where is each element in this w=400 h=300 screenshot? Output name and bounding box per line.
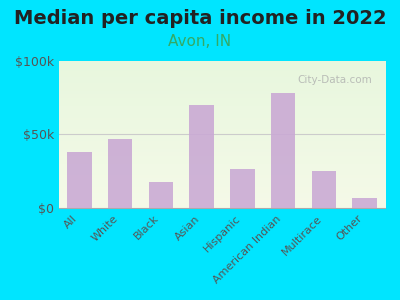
Bar — [230, 169, 254, 208]
Bar — [67, 152, 92, 208]
Text: Avon, IN: Avon, IN — [168, 34, 232, 50]
Bar — [149, 182, 173, 208]
Text: Median per capita income in 2022: Median per capita income in 2022 — [14, 9, 386, 28]
Text: City-Data.com: City-Data.com — [297, 75, 372, 85]
Bar — [108, 139, 132, 208]
Bar — [189, 105, 214, 208]
Bar — [312, 172, 336, 208]
Bar — [271, 93, 295, 208]
Bar — [352, 198, 377, 208]
